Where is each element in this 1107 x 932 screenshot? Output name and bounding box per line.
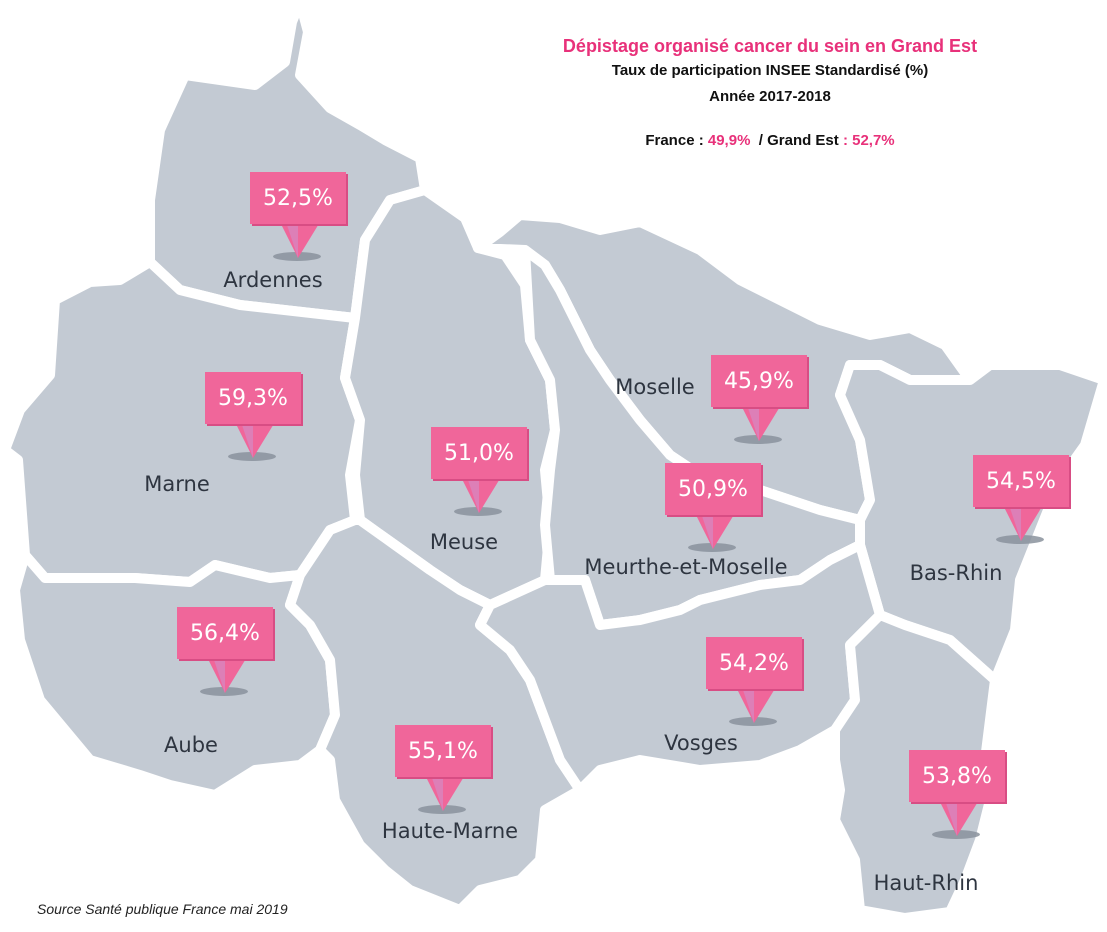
- marker-shadow: [729, 717, 777, 726]
- marker-pointer-icon: [280, 222, 320, 258]
- marker-shadow: [932, 830, 980, 839]
- marker-pointer-icon: [235, 422, 275, 458]
- marker-pointer-icon: [695, 513, 735, 549]
- marker-shadow: [273, 252, 321, 261]
- dept-label-bas-rhin: Bas-Rhin: [909, 561, 1003, 585]
- france-label: France :: [645, 132, 708, 149]
- rate-value-aube: 56,4%: [177, 607, 273, 659]
- dept-label-haute-marne: Haute-Marne: [381, 819, 519, 843]
- dept-label-marne: Marne: [144, 472, 210, 496]
- rate-value-meuse: 51,0%: [431, 427, 527, 479]
- map-period: Année 2017-2018: [709, 88, 831, 105]
- marker-shadow: [418, 805, 466, 814]
- marker-shadow: [228, 452, 276, 461]
- dept-label-aube: Aube: [164, 733, 218, 757]
- marker-shadow: [734, 435, 782, 444]
- region-aube[interactable]: [10, 550, 340, 800]
- marker-pointer-icon: [1003, 505, 1043, 541]
- dept-label-meurthe-et-moselle: Meurthe-et-Moselle: [584, 555, 788, 579]
- rate-value-marne: 59,3%: [205, 372, 301, 424]
- marker-pointer-icon: [741, 405, 781, 441]
- map-subtitle: Taux de participation INSEE Standardisé …: [611, 62, 929, 79]
- dept-label-haut-rhin: Haut-Rhin: [873, 871, 979, 895]
- dept-label-ardennes: Ardennes: [223, 268, 323, 292]
- source-note: Source Santé publique France mai 2019: [37, 901, 288, 917]
- marker-shadow: [200, 687, 248, 696]
- rate-value-haut-rhin: 53,8%: [909, 750, 1005, 802]
- marker-pointer-icon: [461, 477, 501, 513]
- rate-value-ardennes: 52,5%: [250, 172, 346, 224]
- map-title: Dépistage organisé cancer du sein en Gra…: [562, 36, 978, 56]
- marker-pointer-icon: [207, 657, 247, 693]
- marker-shadow: [996, 535, 1044, 544]
- rate-value-haute-marne: 55,1%: [395, 725, 491, 777]
- region-marne[interactable]: [0, 257, 365, 587]
- rate-value-bas-rhin: 54,5%: [973, 455, 1069, 507]
- marker-pointer-icon: [736, 687, 776, 723]
- grand-est-label: / Grand Est: [750, 132, 843, 149]
- region-haute-marne[interactable]: [285, 515, 585, 915]
- rate-value-meurthe-et-moselle: 50,9%: [665, 463, 761, 515]
- marker-shadow: [688, 543, 736, 552]
- rate-value-moselle: 45,9%: [711, 355, 807, 407]
- rate-value-vosges: 54,2%: [706, 637, 802, 689]
- france-value: 49,9%: [707, 132, 751, 149]
- dept-label-moselle: Moselle: [615, 375, 695, 399]
- marker-pointer-icon: [939, 800, 979, 836]
- marker-pointer-icon: [425, 775, 465, 811]
- dept-label-vosges: Vosges: [664, 731, 738, 755]
- marker-shadow: [454, 507, 502, 516]
- national-regional-rates: France : 49,9% / Grand Est : 52,7%: [645, 132, 894, 149]
- grand-est-value: : 52,7%: [842, 132, 895, 149]
- dept-label-meuse: Meuse: [429, 530, 499, 554]
